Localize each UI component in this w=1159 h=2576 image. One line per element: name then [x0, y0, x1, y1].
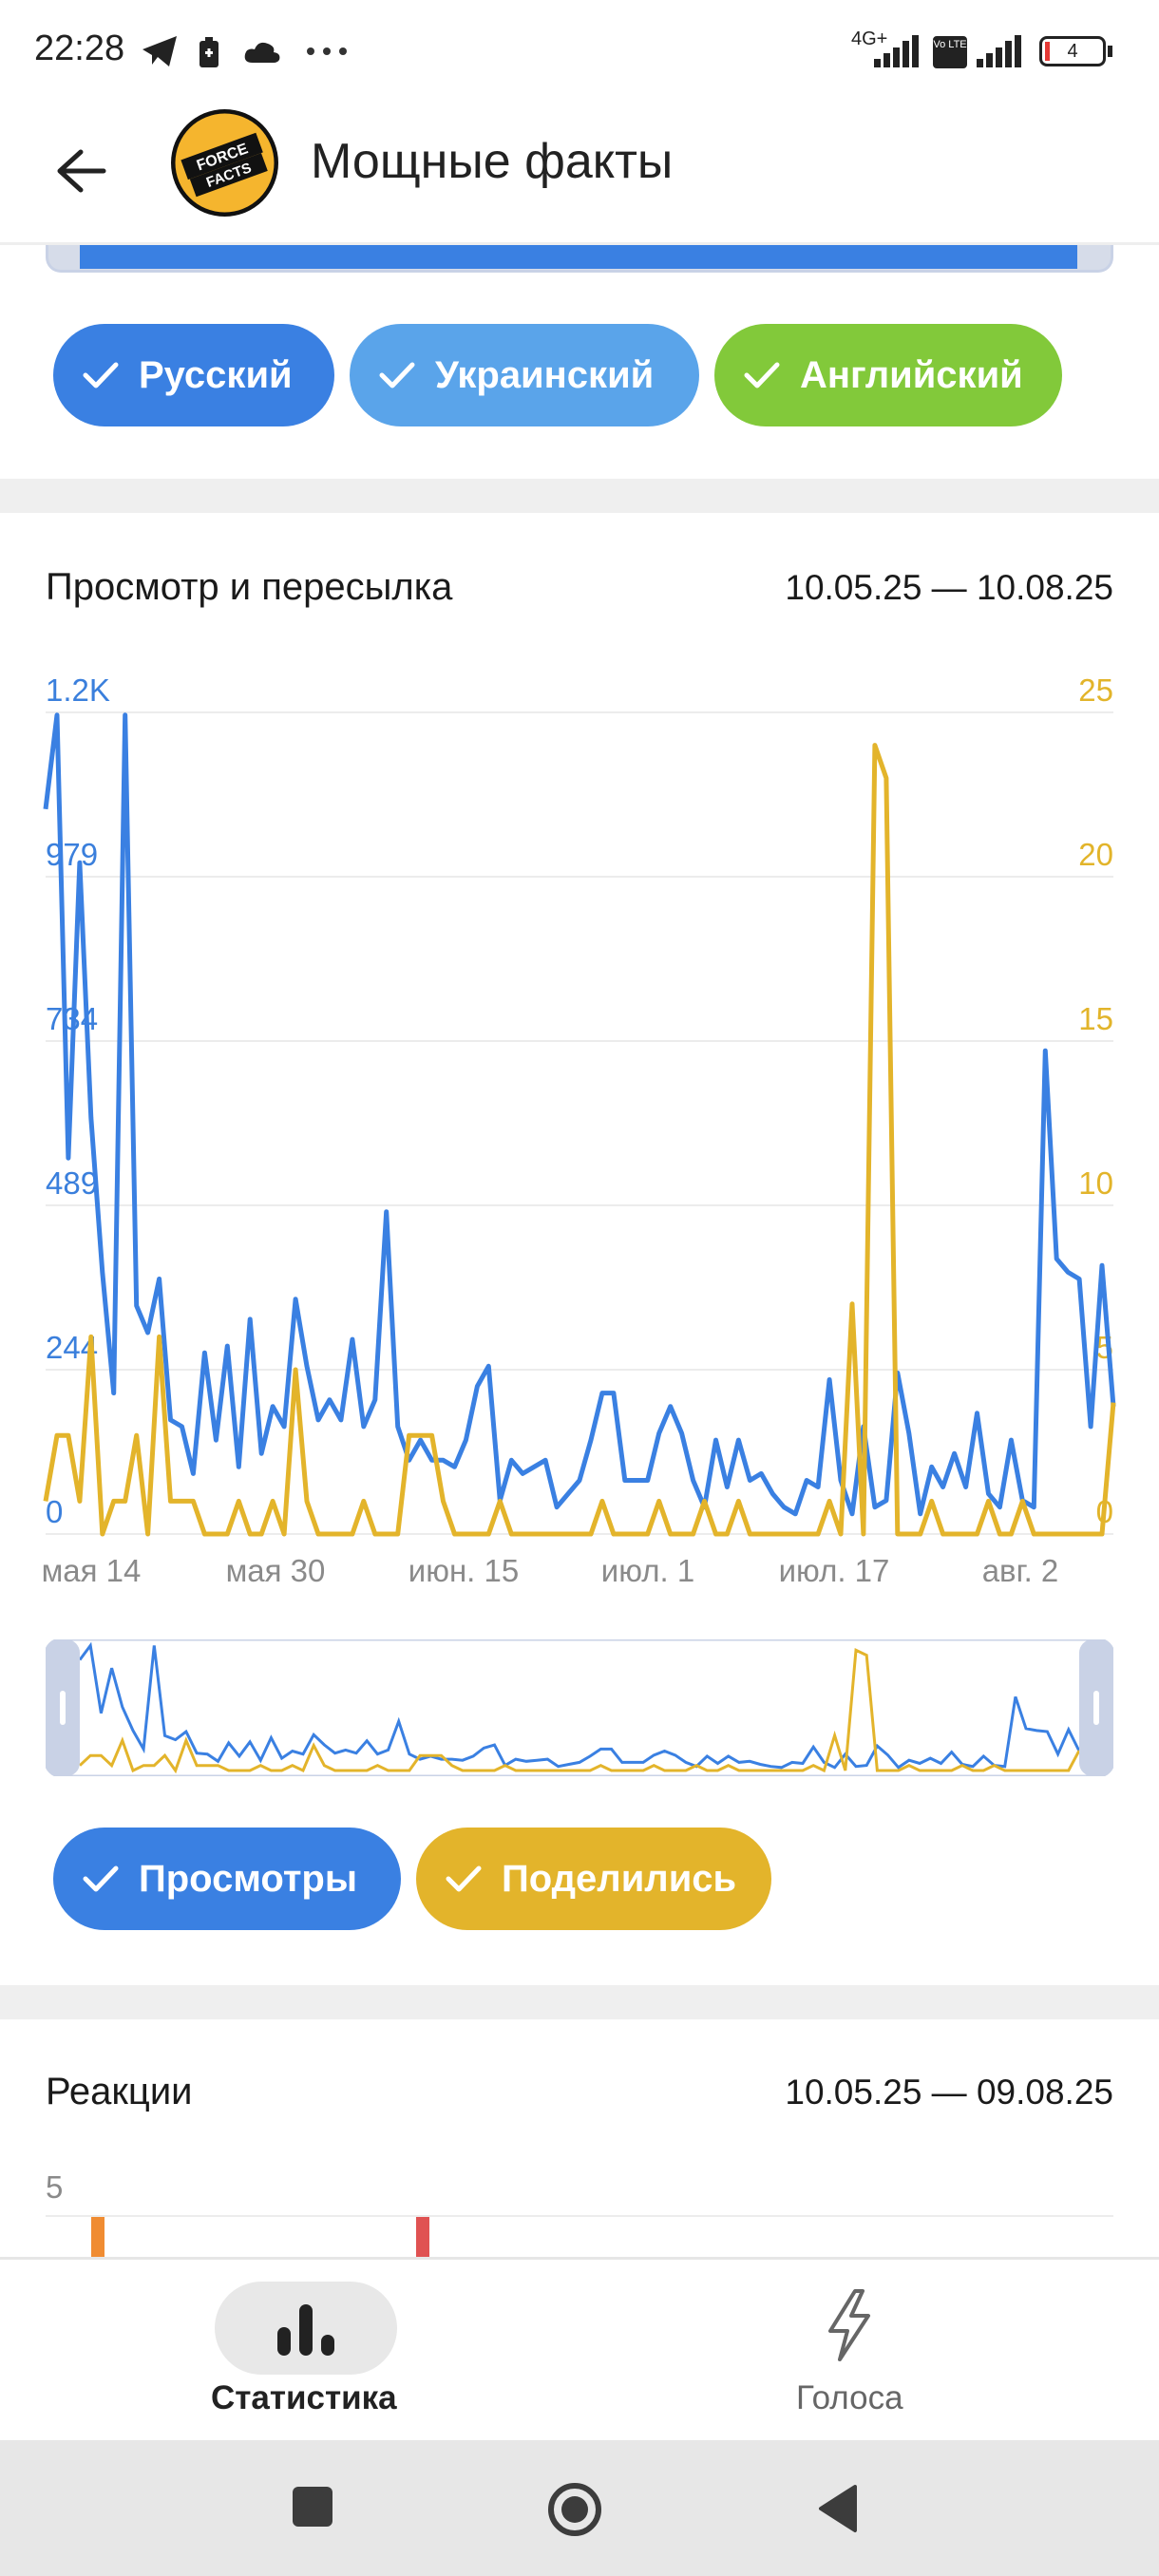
x-axis-tick: мая 30 — [226, 1553, 326, 1588]
mini-shares-line — [78, 1648, 1081, 1774]
x-axis-tick: мая 14 — [42, 1553, 142, 1588]
left-axis-tick: 1.2K — [46, 672, 110, 708]
x-axis-tick: авг. 2 — [982, 1553, 1059, 1588]
section-divider — [0, 479, 1159, 513]
toggle-shares[interactable]: Поделились — [416, 1828, 771, 1930]
nav-stats-label[interactable]: Статистика — [211, 2379, 397, 2416]
chip-label: Русский — [139, 353, 293, 396]
recents-button[interactable] — [293, 2487, 332, 2527]
x-axis-tick: июл. 1 — [601, 1553, 694, 1588]
x-axis-tick: июн. 15 — [408, 1553, 519, 1588]
cloud-icon — [244, 42, 280, 63]
nav-stats-button[interactable] — [215, 2282, 397, 2375]
toggle-label: Поделились — [502, 1857, 737, 1900]
channel-avatar[interactable]: FORCE FACTS — [171, 109, 278, 217]
signal-icon — [874, 35, 919, 67]
network-type: 4G+ — [851, 28, 888, 49]
reactions-date-range[interactable]: 10.05.25 — 09.08.25 — [785, 2073, 1113, 2112]
views-series-line — [43, 712, 1116, 1517]
views-section-title: Просмотр и пересылка — [46, 566, 453, 608]
mini-views-line — [78, 1641, 1081, 1770]
overview-range-selector[interactable] — [46, 1639, 1113, 1776]
right-axis-tick: 15 — [1078, 1001, 1113, 1036]
check-icon — [744, 362, 780, 388]
bar-chart-icon — [277, 2304, 334, 2356]
right-axis-tick: 20 — [1078, 837, 1113, 872]
chip-ukrainian[interactable]: Украинский — [350, 324, 699, 426]
check-icon — [446, 1866, 482, 1892]
x-axis-tick: июл. 17 — [779, 1553, 890, 1588]
more-icon — [307, 47, 347, 55]
channel-title: Мощные факты — [311, 134, 674, 189]
battery-icon: 4 — [1039, 36, 1106, 66]
signal-icon-2 — [977, 35, 1021, 67]
views-date-range[interactable]: 10.05.25 — 10.08.25 — [785, 568, 1113, 607]
check-icon — [379, 362, 415, 388]
chip-label: Украинский — [435, 353, 655, 396]
chip-english[interactable]: Английский — [714, 324, 1062, 426]
toggle-views[interactable]: Просмотры — [53, 1828, 401, 1930]
section-divider-2 — [0, 1985, 1159, 2019]
battery-saver-icon — [200, 37, 218, 67]
chip-label: Английский — [800, 353, 1023, 396]
status-time: 22:28 — [34, 28, 125, 68]
nav-votes-label[interactable]: Голоса — [796, 2379, 903, 2416]
home-button[interactable] — [547, 2482, 602, 2537]
left-axis-tick: 979 — [46, 837, 98, 872]
reactions-section-title: Реакции — [46, 2071, 193, 2112]
check-icon — [83, 362, 119, 388]
reaction-bar — [416, 2217, 429, 2259]
back-button[interactable] — [38, 128, 124, 214]
reactions-axis-tick: 5 — [46, 2169, 64, 2205]
reactions-gridline — [46, 2215, 1113, 2217]
telegram-icon — [142, 36, 177, 66]
top-range-fill — [80, 242, 1077, 269]
arrow-back-icon — [57, 149, 106, 193]
shares-series-line — [43, 743, 1116, 1537]
back-nav-button[interactable] — [815, 2483, 859, 2534]
right-axis-tick: 25 — [1078, 672, 1113, 708]
check-icon — [83, 1866, 119, 1892]
bottom-navigation — [0, 2257, 1159, 2443]
battery-tip — [1108, 46, 1112, 57]
toggle-label: Просмотры — [139, 1857, 358, 1900]
reaction-bar — [91, 2217, 104, 2259]
app-bar-divider — [0, 242, 1159, 245]
left-axis-tick: 489 — [46, 1165, 98, 1201]
right-axis-tick: 10 — [1078, 1165, 1113, 1201]
lightning-icon[interactable] — [821, 2287, 878, 2363]
battery-level: 4 — [1067, 41, 1078, 62]
volte-badge: Vo LTE — [933, 36, 967, 68]
left-axis-tick: 0 — [46, 1494, 63, 1529]
chip-russian[interactable]: Русский — [53, 324, 334, 426]
